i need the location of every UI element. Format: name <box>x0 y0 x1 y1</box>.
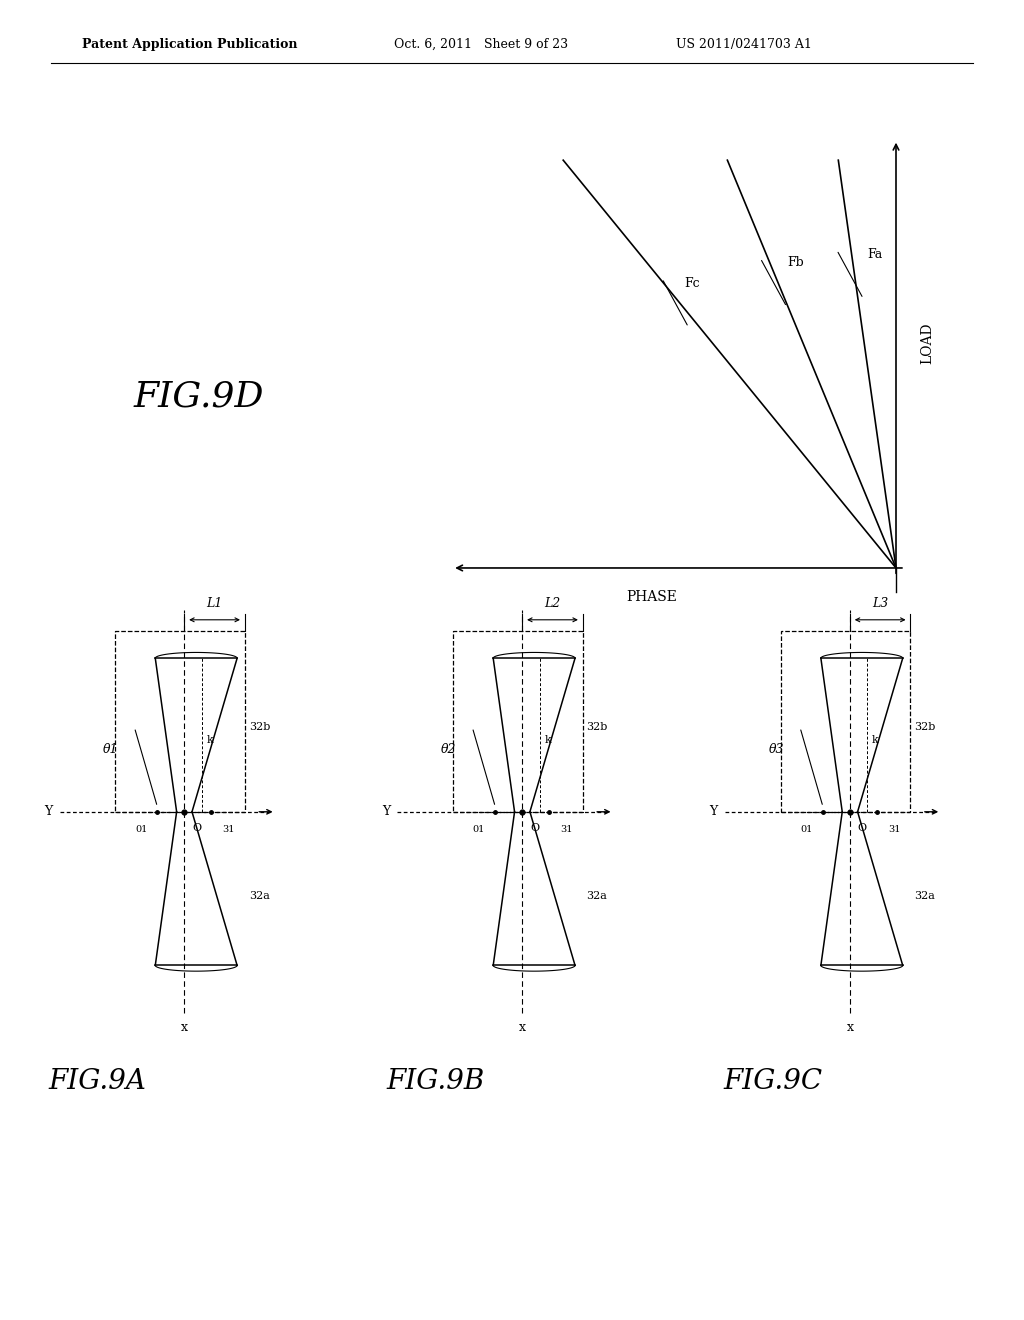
Text: 01: 01 <box>473 825 485 834</box>
Text: Patent Application Publication: Patent Application Publication <box>82 37 297 50</box>
Text: Fc: Fc <box>684 277 699 289</box>
Text: 32a: 32a <box>249 891 269 902</box>
Text: θ3: θ3 <box>768 743 783 756</box>
Text: 32b: 32b <box>587 722 608 733</box>
Text: FIG.9D: FIG.9D <box>133 379 263 413</box>
Text: Y: Y <box>710 805 718 818</box>
Text: O: O <box>191 824 201 833</box>
Text: Y: Y <box>44 805 52 818</box>
Text: FIG.9B: FIG.9B <box>386 1068 484 1096</box>
Text: 32b: 32b <box>914 722 936 733</box>
Text: 32b: 32b <box>249 722 270 733</box>
Text: O: O <box>858 824 866 833</box>
Text: L2: L2 <box>545 597 560 610</box>
Text: 31: 31 <box>561 825 573 834</box>
Bar <box>115 631 245 812</box>
Text: L1: L1 <box>207 597 222 610</box>
Text: 31: 31 <box>222 825 236 834</box>
Text: PHASE: PHASE <box>627 590 678 605</box>
Text: 32a: 32a <box>587 891 607 902</box>
Text: LOAD: LOAD <box>920 323 934 364</box>
Text: US 2011/0241703 A1: US 2011/0241703 A1 <box>676 37 812 50</box>
Text: x: x <box>519 1022 525 1034</box>
Text: Y: Y <box>382 805 390 818</box>
Text: Fb: Fb <box>786 256 804 269</box>
Text: FIG.9C: FIG.9C <box>724 1068 822 1096</box>
Text: 01: 01 <box>135 825 147 834</box>
Text: k: k <box>872 735 879 744</box>
Bar <box>453 631 583 812</box>
Text: Fa: Fa <box>867 248 883 261</box>
Text: Oct. 6, 2011   Sheet 9 of 23: Oct. 6, 2011 Sheet 9 of 23 <box>394 37 568 50</box>
Text: 01: 01 <box>801 825 813 834</box>
Bar <box>781 631 910 812</box>
Text: θ2: θ2 <box>440 743 456 756</box>
Text: k: k <box>207 735 213 744</box>
Text: FIG.9A: FIG.9A <box>48 1068 146 1096</box>
Text: L3: L3 <box>872 597 888 610</box>
Text: k: k <box>545 735 551 744</box>
Text: x: x <box>847 1022 853 1034</box>
Text: O: O <box>530 824 539 833</box>
Text: x: x <box>181 1022 187 1034</box>
Text: θ1: θ1 <box>102 743 118 756</box>
Text: 31: 31 <box>889 825 901 834</box>
Text: 32a: 32a <box>914 891 935 902</box>
